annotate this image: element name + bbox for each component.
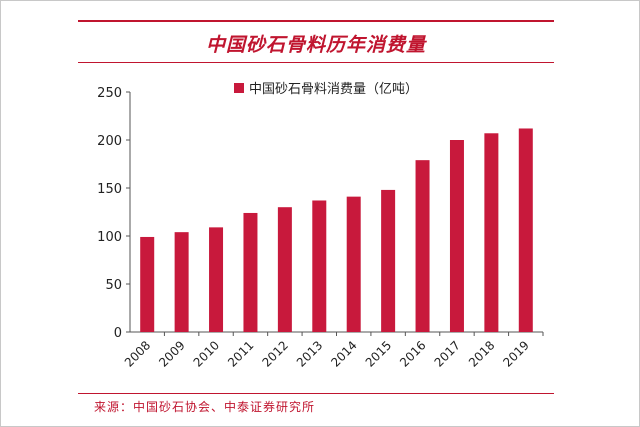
chart-legend: 中国砂石骨料消费量（亿吨） <box>234 78 418 97</box>
bar-2008 <box>140 236 155 332</box>
x-tick-label-2019: 2019 <box>500 338 531 369</box>
bar-2009 <box>174 232 189 332</box>
x-tick-label-2015: 2015 <box>363 338 394 369</box>
bar-2014 <box>346 196 361 332</box>
legend-label: 中国砂石骨料消费量（亿吨） <box>249 82 419 97</box>
x-tick-label-2011: 2011 <box>225 338 256 369</box>
bar-2018 <box>484 133 499 332</box>
bar-2012 <box>277 207 292 332</box>
y-tick-label-50: 50 <box>105 278 122 293</box>
y-tick-label-250: 250 <box>97 86 122 101</box>
title-underline <box>78 62 554 63</box>
bar-2010 <box>209 227 224 332</box>
source-note: 来源：中国砂石协会、中泰证券研究所 <box>94 400 316 414</box>
x-tick-label-2010: 2010 <box>191 338 222 369</box>
bar-2016 <box>415 160 430 332</box>
x-tick-label-2012: 2012 <box>259 338 290 369</box>
x-tick-label-2018: 2018 <box>466 338 497 369</box>
legend-swatch <box>234 82 244 93</box>
bar-2019 <box>518 128 533 332</box>
x-tick-label-2016: 2016 <box>397 338 428 369</box>
bar-2011 <box>243 212 258 332</box>
bar-2017 <box>449 140 464 332</box>
y-tick-label-0: 0 <box>114 326 122 341</box>
y-tick-label-150: 150 <box>97 182 122 197</box>
y-tick-label-200: 200 <box>97 134 122 149</box>
header-rule <box>78 20 554 22</box>
x-tick-label-2017: 2017 <box>432 338 463 369</box>
x-tick-label-2009: 2009 <box>156 338 187 369</box>
x-tick-label-2014: 2014 <box>328 338 359 369</box>
x-tick-label-2013: 2013 <box>294 338 325 369</box>
bar-2013 <box>312 200 327 332</box>
chart-title: 中国砂石骨料历年消费量 <box>205 34 426 56</box>
y-tick-label-100: 100 <box>97 230 122 245</box>
bar-2015 <box>381 189 396 332</box>
source-rule <box>78 393 554 394</box>
x-tick-label-2008: 2008 <box>122 338 153 369</box>
